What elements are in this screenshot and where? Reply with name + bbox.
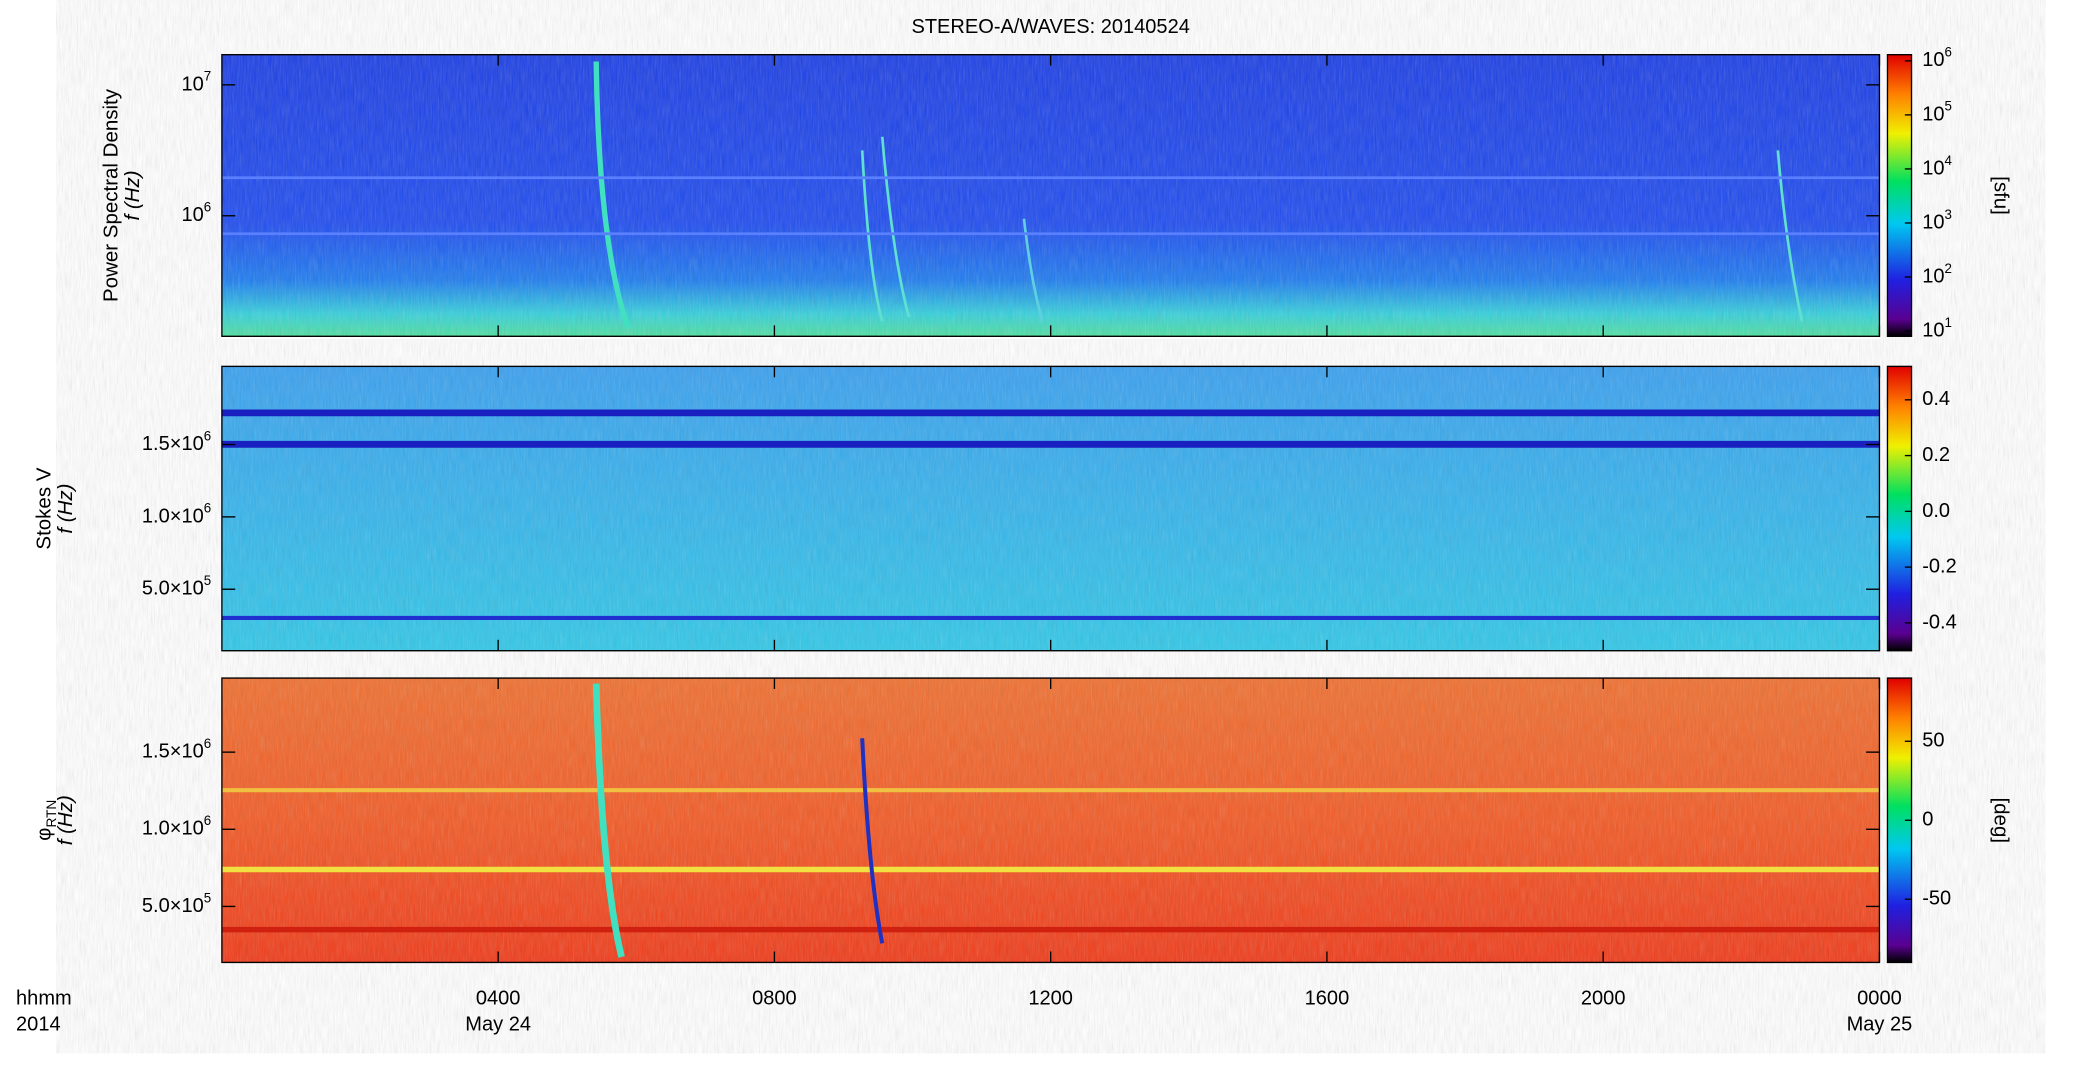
x-axis-label: hhmm: [16, 988, 72, 1010]
colorbar-tick-label: 0.2: [1922, 444, 1950, 466]
date-label: May 25: [1847, 1014, 1913, 1036]
y-tick-label: 1.5×106: [142, 428, 211, 455]
y-tick-label: 1.0×106: [142, 813, 211, 840]
y-tick-label: 106: [181, 199, 211, 226]
x-tick-label: 2000: [1581, 988, 1626, 1010]
spectrogram-images: [221, 54, 1880, 963]
x-tick-label: 0400: [476, 988, 521, 1010]
colorbar-tick-label: -0.4: [1922, 611, 1957, 633]
colorbar-tick-label: 104: [1922, 152, 1952, 179]
colorbar-tick-label: 0: [1922, 808, 1933, 830]
y-tick-label: 1.0×106: [142, 500, 211, 527]
y-tick-label: 5.0×105: [142, 572, 211, 599]
x-tick-label: 1200: [1028, 988, 1073, 1010]
colorbar-tick-label: -50: [1922, 887, 1951, 909]
spectral-features: [221, 61, 1880, 958]
colorbar-tick-label: 105: [1922, 98, 1952, 125]
chart-title: STEREO-A/WAVES: 20140524: [911, 16, 1189, 38]
y-tick-label: 1.5×106: [142, 735, 211, 762]
x-tick-label: 0000: [1857, 988, 1902, 1010]
colorbar-tick-label: 106: [1922, 44, 1952, 71]
date-label: May 24: [465, 1014, 531, 1036]
colorbar-tick-label: 0.0: [1922, 500, 1950, 522]
y-axis-label: f (Hz): [55, 795, 77, 845]
colorbar-tick-label: 101: [1922, 314, 1952, 341]
x-tick-label: 0800: [752, 988, 797, 1010]
year-label: 2014: [16, 1014, 61, 1036]
y-axis-label: Power Spectral Density: [101, 88, 123, 302]
colorbar-tick-label: 102: [1922, 260, 1952, 287]
colorbar-tick-label: 0.4: [1922, 388, 1950, 410]
x-tick-label: 1600: [1305, 988, 1350, 1010]
colorbar-tick-label: 50: [1922, 729, 1944, 751]
y-tick-label: 5.0×105: [142, 890, 211, 917]
y-axis-label: Stokes V: [34, 467, 56, 549]
colorbar: [1886, 53, 1913, 337]
colorbar-label: [sfu]: [1990, 176, 2012, 215]
colorbar-tick-label: 103: [1922, 206, 1952, 233]
y-axis-label: f (Hz): [55, 484, 77, 534]
y-tick-label: 107: [181, 68, 211, 95]
colorbar: [1886, 365, 1913, 652]
colorbar-label: [deg]: [1990, 797, 2012, 843]
y-axis-label: f (Hz): [122, 170, 144, 220]
colorbar-tick-label: -0.2: [1922, 555, 1957, 577]
